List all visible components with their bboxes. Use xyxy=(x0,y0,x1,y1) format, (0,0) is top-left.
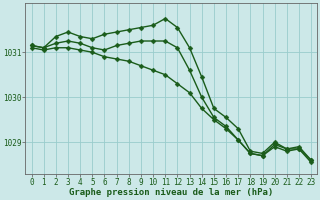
X-axis label: Graphe pression niveau de la mer (hPa): Graphe pression niveau de la mer (hPa) xyxy=(69,188,274,197)
